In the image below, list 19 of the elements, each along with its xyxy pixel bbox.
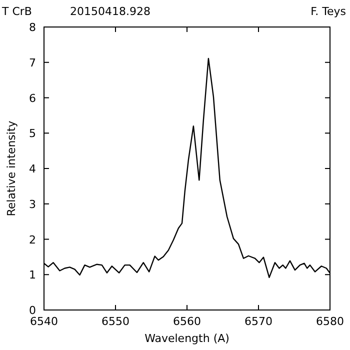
y-tick-label: 0 (29, 304, 36, 317)
y-tick-label: 7 (29, 56, 36, 70)
x-tick-label: 6560 (173, 315, 201, 328)
x-axis-title: Wavelength (A) (144, 332, 230, 345)
y-tick-label: 6 (29, 92, 36, 105)
text: F. Teys (310, 5, 346, 18)
y-tick-label: 2 (29, 233, 36, 246)
y-tick-label: 8 (29, 21, 36, 34)
y-tick-label: 4 (29, 162, 36, 176)
y-axis-title: Relative intensity (5, 120, 18, 216)
y-tick-label: 5 (29, 127, 36, 140)
x-tick-label: 6580 (316, 315, 344, 328)
chart-subtitle: 20150418.928 (70, 5, 150, 18)
y-tick-label: 1 (29, 268, 36, 282)
y-tick-label: 3 (29, 198, 36, 211)
x-tick-label: 6540 (30, 315, 58, 328)
x-tick-label: 6550 (102, 315, 130, 328)
x-tick-label: 6570 (244, 315, 272, 328)
chart-title: T CrB (1, 5, 32, 18)
